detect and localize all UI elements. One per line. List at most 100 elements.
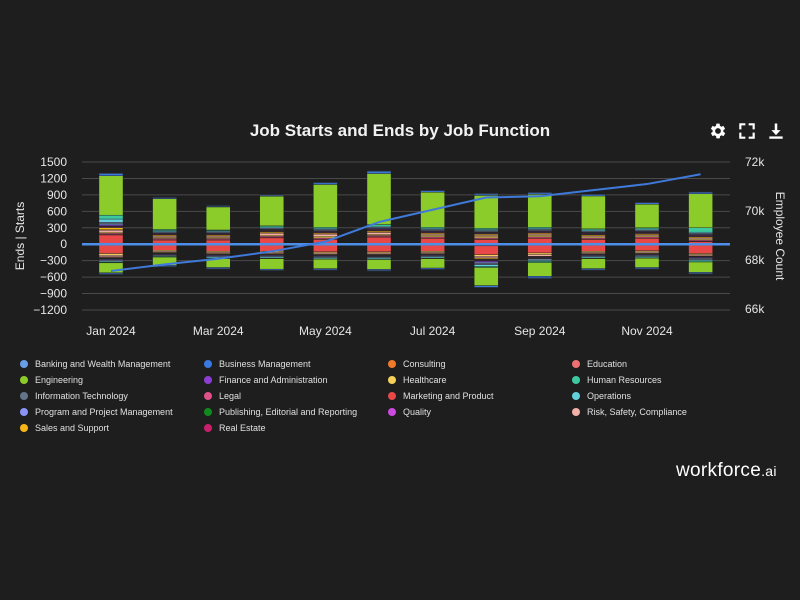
bar-start-segment[interactable] xyxy=(98,222,124,225)
download-icon[interactable] xyxy=(766,120,786,142)
bar-start-segment[interactable] xyxy=(98,234,124,245)
bar-end-segment[interactable] xyxy=(688,261,713,273)
bar-end-segment[interactable] xyxy=(688,258,713,261)
bar-end-segment[interactable] xyxy=(474,254,499,257)
bar-end-segment[interactable] xyxy=(527,262,552,277)
bar-end-segment[interactable] xyxy=(259,258,284,270)
bar-start-segment[interactable] xyxy=(634,202,660,204)
bar-start-segment[interactable] xyxy=(634,204,660,228)
legend-item[interactable]: Business Management xyxy=(204,357,388,371)
bar-end-segment[interactable] xyxy=(366,270,392,272)
bar-end-segment[interactable] xyxy=(581,245,606,252)
legend-item[interactable]: Healthcare xyxy=(388,373,572,387)
legend-item[interactable]: Quality xyxy=(388,405,572,419)
bar-end-segment[interactable] xyxy=(98,253,124,256)
bar-start-segment[interactable] xyxy=(581,193,606,195)
bar-end-segment[interactable] xyxy=(527,258,552,261)
bar-end-segment[interactable] xyxy=(98,254,124,258)
bar-start-segment[interactable] xyxy=(420,234,445,238)
bar-start-segment[interactable] xyxy=(98,214,124,220)
bar-start-segment[interactable] xyxy=(152,198,177,230)
bar-end-segment[interactable] xyxy=(634,258,660,268)
bar-end-segment[interactable] xyxy=(98,262,124,273)
bar-end-segment[interactable] xyxy=(474,245,499,255)
bar-end-segment[interactable] xyxy=(474,256,499,259)
legend-item[interactable]: Program and Project Management xyxy=(20,405,204,419)
bar-end-segment[interactable] xyxy=(581,258,606,269)
bar-start-segment[interactable] xyxy=(313,233,338,237)
bar-end-segment[interactable] xyxy=(634,268,660,270)
bar-end-segment[interactable] xyxy=(581,269,606,271)
bar-end-segment[interactable] xyxy=(366,259,392,270)
bar-start-segment[interactable] xyxy=(527,192,552,194)
bar-end-segment[interactable] xyxy=(420,245,445,252)
bar-end-segment[interactable] xyxy=(474,285,499,288)
legend-item[interactable]: Real Estate xyxy=(204,421,388,435)
legend-item[interactable]: Consulting xyxy=(388,357,572,371)
legend-item[interactable]: Publishing, Editorial and Reporting xyxy=(204,405,388,419)
legend-item[interactable]: Legal xyxy=(204,389,388,403)
bar-start-segment[interactable] xyxy=(366,171,392,174)
bar-start-segment[interactable] xyxy=(313,184,338,228)
bar-end-segment[interactable] xyxy=(205,268,231,270)
bar-end-segment[interactable] xyxy=(527,254,552,257)
bar-end-segment[interactable] xyxy=(527,276,552,279)
bar-end-segment[interactable] xyxy=(366,245,392,253)
legend-item[interactable]: Finance and Administration xyxy=(204,373,388,387)
bar-start-segment[interactable] xyxy=(688,193,713,228)
bar-end-segment[interactable] xyxy=(152,245,177,251)
employee-count-line[interactable] xyxy=(110,173,701,273)
bar-start-segment[interactable] xyxy=(98,218,124,223)
bar-end-segment[interactable] xyxy=(688,273,713,275)
bar-end-segment[interactable] xyxy=(474,287,499,289)
bar-start-segment[interactable] xyxy=(98,172,124,174)
bar-start-segment[interactable] xyxy=(581,195,606,230)
bar-end-segment[interactable] xyxy=(98,273,124,275)
bar-start-segment[interactable] xyxy=(313,182,338,184)
gear-icon[interactable] xyxy=(708,120,728,142)
bar-start-segment[interactable] xyxy=(527,234,552,238)
legend-item[interactable]: Banking and Wealth Management xyxy=(20,357,204,371)
bar-start-segment[interactable] xyxy=(259,194,284,196)
bar-end-segment[interactable] xyxy=(98,245,124,254)
bar-start-segment[interactable] xyxy=(688,191,713,193)
bar-end-segment[interactable] xyxy=(152,266,177,268)
bar-start-segment[interactable] xyxy=(259,196,284,227)
bar-end-segment[interactable] xyxy=(527,245,552,254)
bar-start-segment[interactable] xyxy=(527,194,552,228)
bar-end-segment[interactable] xyxy=(474,264,499,267)
legend-item[interactable]: Engineering xyxy=(20,373,204,387)
bar-end-segment[interactable] xyxy=(634,245,660,251)
bar-end-segment[interactable] xyxy=(420,268,445,270)
bar-start-segment[interactable] xyxy=(474,195,499,229)
bar-start-segment[interactable] xyxy=(688,227,713,233)
bar-start-segment[interactable] xyxy=(205,206,231,231)
bar-start-segment[interactable] xyxy=(205,205,231,207)
bar-end-segment[interactable] xyxy=(527,277,552,279)
bar-end-segment[interactable] xyxy=(688,245,713,254)
bar-end-segment[interactable] xyxy=(474,262,499,265)
bar-start-segment[interactable] xyxy=(366,170,392,172)
bar-start-segment[interactable] xyxy=(98,173,124,176)
bar-start-segment[interactable] xyxy=(474,236,499,239)
bar-end-segment[interactable] xyxy=(313,245,338,253)
bar-end-segment[interactable] xyxy=(313,269,338,271)
bar-end-segment[interactable] xyxy=(205,245,231,252)
legend-item[interactable]: Education xyxy=(572,357,756,371)
bar-start-segment[interactable] xyxy=(152,197,177,199)
bar-end-segment[interactable] xyxy=(474,267,499,286)
bar-start-segment[interactable] xyxy=(366,173,392,225)
legend-item[interactable]: Marketing and Product xyxy=(388,389,572,403)
bar-start-segment[interactable] xyxy=(420,190,445,192)
bar-start-segment[interactable] xyxy=(474,193,499,195)
legend-item[interactable]: Sales and Support xyxy=(20,421,204,435)
bar-end-segment[interactable] xyxy=(527,252,552,255)
bar-end-segment[interactable] xyxy=(313,259,338,269)
bar-end-segment[interactable] xyxy=(259,270,284,272)
legend-item[interactable]: Information Technology xyxy=(20,389,204,403)
bar-start-segment[interactable] xyxy=(98,227,124,230)
bar-start-segment[interactable] xyxy=(98,175,124,216)
legend-item[interactable]: Human Resources xyxy=(572,373,756,387)
fullscreen-icon[interactable] xyxy=(737,120,757,142)
legend-item[interactable]: Risk, Safety, Compliance xyxy=(572,405,756,419)
